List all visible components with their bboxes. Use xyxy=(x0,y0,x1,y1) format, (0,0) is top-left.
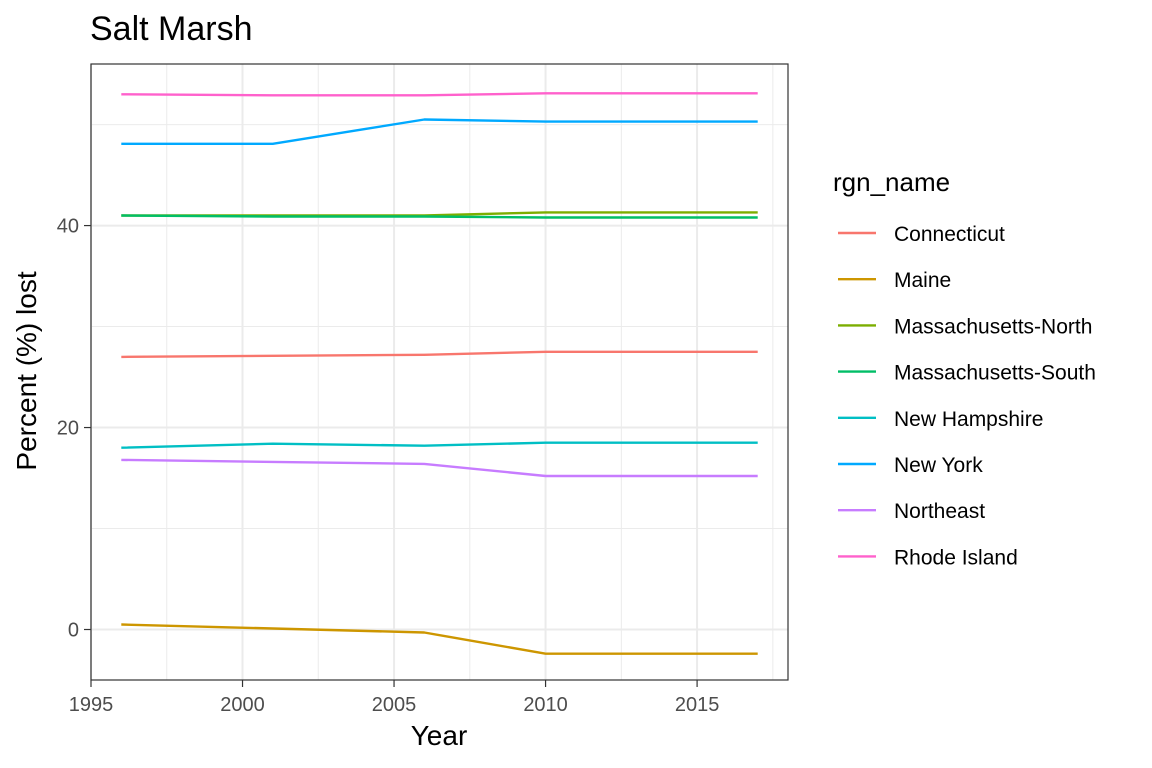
x-tick-label: 2000 xyxy=(220,694,265,716)
y-axis-title: Percent (%) lost xyxy=(11,271,42,470)
legend-item-connecticut: Connecticut xyxy=(838,223,1005,246)
series-lines xyxy=(121,92,758,655)
legend-item-maine: Maine xyxy=(838,269,951,292)
chart-title: Salt Marsh xyxy=(90,10,253,48)
legend-label: Maine xyxy=(894,269,951,292)
x-tick-label: 1995 xyxy=(69,694,114,716)
panel-border xyxy=(90,63,789,681)
legend-label: Northeast xyxy=(894,500,985,523)
x-tick-label: 2010 xyxy=(523,694,568,716)
series-line-maine xyxy=(121,623,758,655)
legend-label: Massachusetts-South xyxy=(894,362,1096,385)
x-tick-label: 2015 xyxy=(675,694,720,716)
legend-item-massachusetts-south: Massachusetts-South xyxy=(838,362,1096,385)
legend-title: rgn_name xyxy=(833,167,950,197)
legend-label: Massachusetts-North xyxy=(894,315,1092,338)
legend-label: New Hampshire xyxy=(894,408,1043,431)
legend-label: New York xyxy=(894,454,983,477)
legend-item-northeast: Northeast xyxy=(838,500,985,523)
y-tick-label: 0 xyxy=(68,620,79,642)
y-tick-label: 20 xyxy=(57,418,79,440)
legend-label: Connecticut xyxy=(894,223,1005,246)
x-tick-label: 2005 xyxy=(372,694,417,716)
series-line-connecticut xyxy=(121,350,758,359)
legend-item-massachusetts-north: Massachusetts-North xyxy=(838,315,1092,338)
x-axis-title: Year xyxy=(411,720,468,751)
axes: 1995 2000 2005 2010 2015 0 20 40 xyxy=(57,216,720,716)
series-line-massachusetts-south xyxy=(121,214,758,219)
legend-label: Rhode Island xyxy=(894,546,1018,569)
legend-item-new-hampshire: New Hampshire xyxy=(838,408,1043,431)
series-line-northeast xyxy=(121,458,758,478)
series-line-rhode-island xyxy=(121,92,758,97)
series-line-new-york xyxy=(121,118,758,146)
legend-item-rhode-island: Rhode Island xyxy=(838,546,1018,569)
legend-item-new-york: New York xyxy=(838,454,983,477)
series-line-new-hampshire xyxy=(121,441,758,449)
legend: rgn_name Connecticut Maine Massachusetts-N… xyxy=(833,167,1096,569)
y-tick-label: 40 xyxy=(57,216,79,238)
